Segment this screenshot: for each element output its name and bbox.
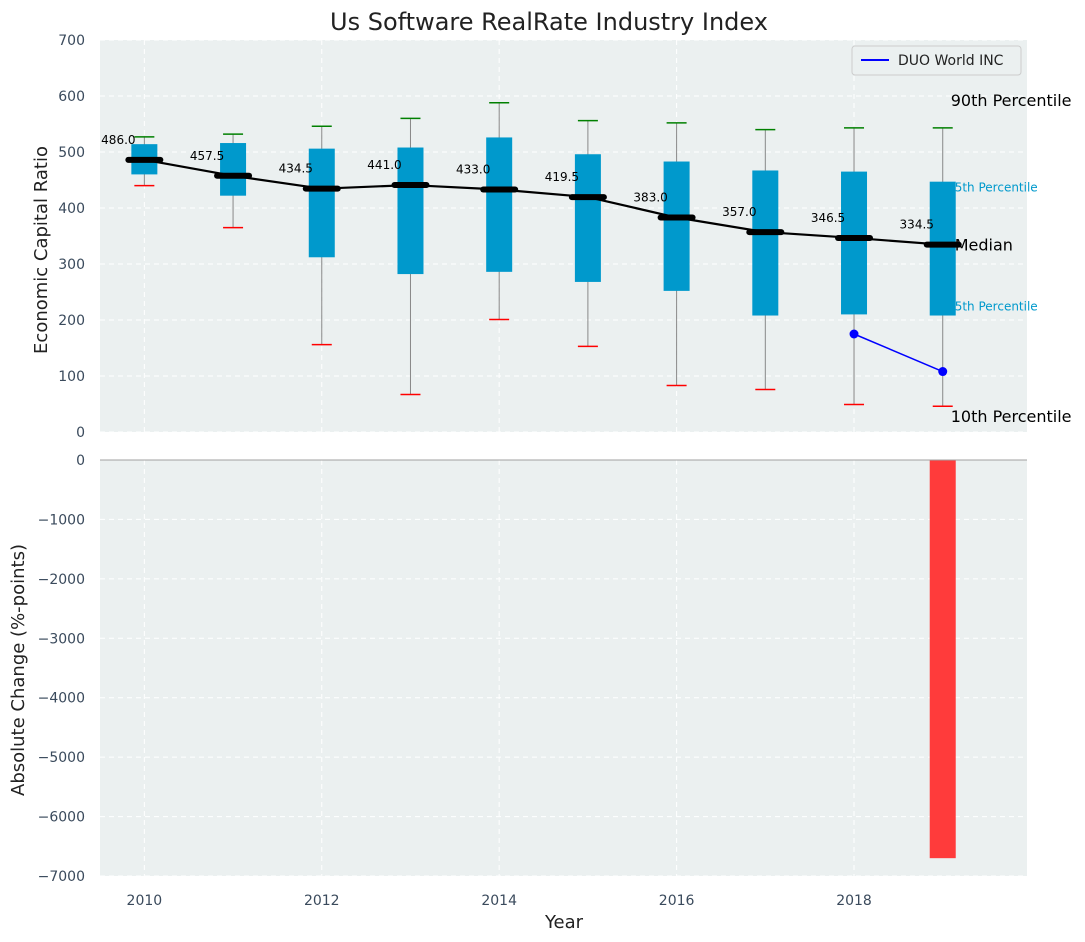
label-25th-percentile: 5th Percentile <box>955 300 1038 314</box>
lower-y-tick-label: −5000 <box>38 750 85 766</box>
box <box>929 181 956 316</box>
company-point <box>849 329 859 339</box>
box <box>308 148 335 258</box>
upper-panel-background <box>100 40 1027 432</box>
lower-y-tick-label: −1000 <box>38 512 85 528</box>
lower-y-tick-label: −6000 <box>38 810 85 826</box>
lower-y-tick-label: −7000 <box>38 869 85 885</box>
lower-y-tick-label: −3000 <box>38 631 85 647</box>
lower-y-tick-label: −2000 <box>38 572 85 588</box>
median-value-label: 419.5 <box>545 170 579 184</box>
upper-y-tick-label: 600 <box>58 89 85 105</box>
upper-y-tick-label: 700 <box>58 33 85 49</box>
upper-y-tick-label: 400 <box>58 201 85 217</box>
upper-grid <box>100 39 1027 433</box>
lower-panel-background <box>100 460 1027 876</box>
lower-bars <box>929 460 956 859</box>
box <box>663 161 690 291</box>
box <box>752 170 779 316</box>
legend: DUO World INC <box>851 45 1022 76</box>
legend-box <box>851 45 1022 76</box>
x-tick-label: 2014 <box>481 893 517 909</box>
company-point <box>938 367 948 377</box>
upper-y-tick-label: 200 <box>58 313 85 329</box>
label-10th-percentile: 10th Percentile <box>951 407 1072 426</box>
label-75th-percentile: 5th Percentile <box>955 181 1038 195</box>
upper-y-axis-title: Economic Capital Ratio <box>31 146 52 354</box>
upper-y-tick-label: 100 <box>58 369 85 385</box>
whisker-caps <box>134 101 953 407</box>
chart-title: Us Software RealRate Industry Index <box>330 8 768 36</box>
lower-y-axis-title: Absolute Change (%-points) <box>8 544 29 796</box>
lower-y-tick-label: 0 <box>76 453 85 469</box>
box <box>486 137 513 272</box>
lower-panel: 0 −1000 −2000 −3000 −4000 −5000 −6000 −7000 Abs… <box>8 453 1027 885</box>
box <box>397 147 424 275</box>
median-value-label: 434.5 <box>279 162 313 176</box>
x-axis-title: Year <box>544 912 584 933</box>
change-bar <box>929 460 956 859</box>
median-value-label: 346.5 <box>811 211 845 225</box>
legend-label: DUO World INC <box>898 53 1004 69</box>
lower-y-ticks: 0 −1000 −2000 −3000 −4000 −5000 −6000 −7000 <box>38 453 85 885</box>
company-series <box>849 329 948 377</box>
upper-y-tick-label: 500 <box>58 145 85 161</box>
lower-y-tick-label: −4000 <box>38 691 85 707</box>
median-trend-line <box>144 158 943 246</box>
upper-y-ticks: 0 100 200 300 400 500 600 700 <box>58 33 85 441</box>
median-labels: 486.0 457.5 434.5 441.0 433.0 419.5 383.0 357.0… <box>101 133 934 232</box>
box <box>841 171 868 315</box>
median-value-label: 457.5 <box>190 149 224 163</box>
label-median: Median <box>955 236 1013 255</box>
median-value-label: 433.0 <box>456 163 490 177</box>
x-tick-label: 2016 <box>659 893 695 909</box>
percentile-labels: 90th Percentile 5th Percentile Median 5th P… <box>951 91 1072 426</box>
upper-y-tick-label: 0 <box>76 425 85 441</box>
company-line <box>853 333 944 373</box>
median-line <box>125 156 962 248</box>
upper-panel: 0 100 200 300 400 500 600 700 486.0 457.5 434.5 44… <box>31 33 1072 441</box>
upper-y-tick-label: 300 <box>58 257 85 273</box>
median-value-label: 334.5 <box>900 218 934 232</box>
median-value-label: 486.0 <box>101 133 135 147</box>
x-ticks: 2010 2012 2014 2016 2018 <box>127 893 872 909</box>
x-tick-label: 2012 <box>304 893 340 909</box>
median-value-label: 441.0 <box>367 158 401 172</box>
box <box>574 154 601 282</box>
box <box>220 143 247 196</box>
median-value-label: 357.0 <box>722 205 756 219</box>
x-tick-label: 2018 <box>836 893 872 909</box>
x-tick-label: 2010 <box>127 893 163 909</box>
label-90th-percentile: 90th Percentile <box>951 91 1072 110</box>
boxes <box>131 137 956 316</box>
median-value-label: 383.0 <box>633 191 667 205</box>
